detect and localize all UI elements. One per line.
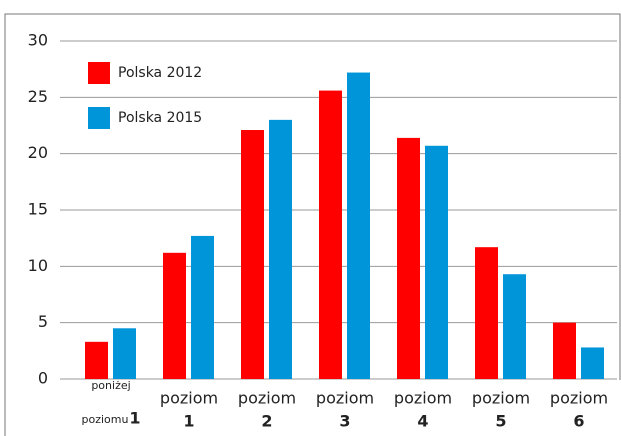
bar (553, 322, 576, 379)
y-tick-label: 25 (28, 87, 48, 106)
y-tick-label: 20 (28, 143, 48, 162)
bar (503, 274, 526, 379)
bar (425, 145, 448, 379)
bar (113, 328, 136, 379)
bar (191, 235, 214, 379)
x-tick-label: 2 (261, 412, 272, 431)
y-tick-label: 15 (28, 200, 48, 219)
bar (347, 72, 370, 380)
x-tick-label: poziom (238, 389, 296, 408)
x-tick-label: poniżej (91, 379, 130, 392)
y-tick-label: 0 (38, 369, 48, 388)
y-tick-label: 30 (28, 31, 48, 50)
x-tick-label: poziom (472, 389, 530, 408)
bar (397, 137, 420, 379)
y-tick-label: 5 (38, 312, 48, 331)
bar (241, 130, 264, 379)
bar (581, 347, 604, 379)
x-tick-label: poziom (160, 389, 218, 408)
x-tick-label: poziom (550, 389, 608, 408)
x-tick-label: 5 (495, 412, 506, 431)
bar (269, 119, 292, 379)
legend-label: Polska 2015 (118, 110, 202, 126)
x-tick-label: poziom (316, 389, 374, 408)
x-tick-label: 1 (129, 409, 140, 428)
y-tick-label: 10 (28, 256, 48, 275)
legend-label: Polska 2012 (118, 65, 202, 81)
bar (319, 90, 342, 379)
bar (475, 247, 498, 379)
x-tick-label: 4 (417, 412, 428, 431)
legend-swatch (88, 107, 110, 129)
x-tick-label: poziomu (82, 413, 129, 426)
x-tick-label: 1 (183, 412, 194, 431)
bar (163, 252, 186, 379)
x-tick-label: 3 (339, 412, 350, 431)
legend-swatch (88, 62, 110, 84)
x-tick-label: poziom (394, 389, 452, 408)
x-tick-label: 6 (573, 412, 584, 431)
frame (4, 13, 621, 436)
bar (85, 341, 108, 379)
